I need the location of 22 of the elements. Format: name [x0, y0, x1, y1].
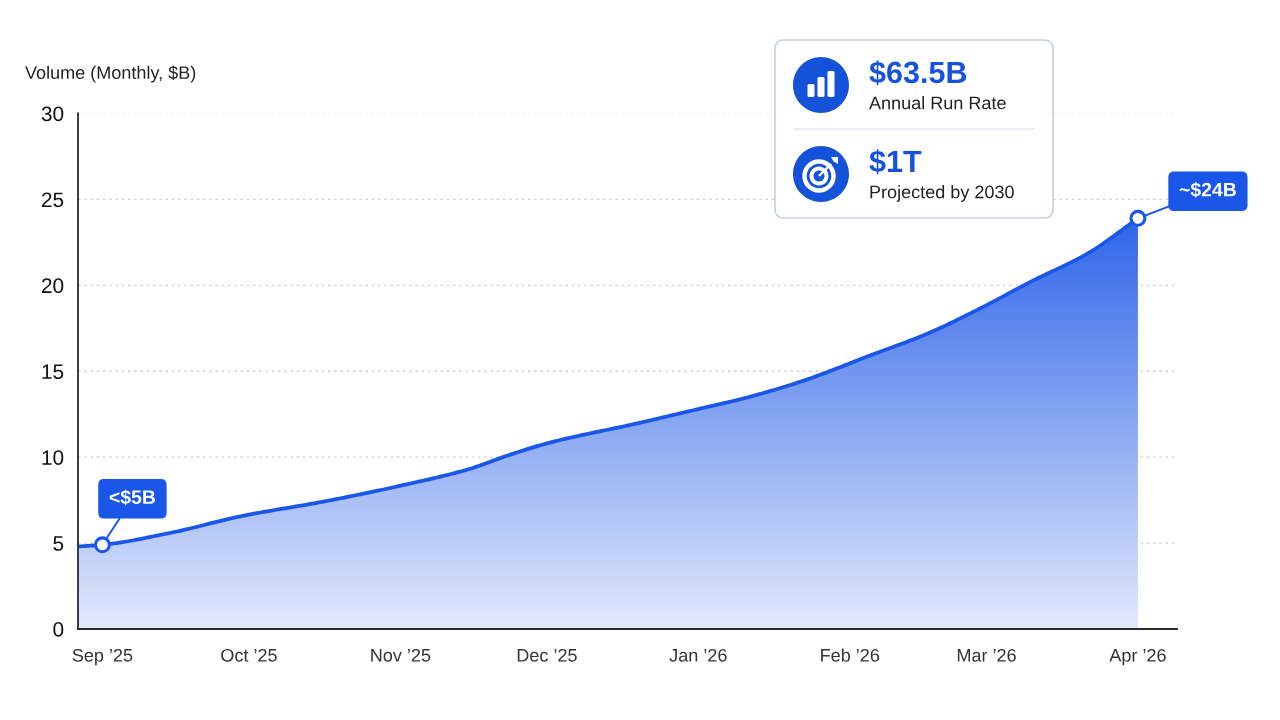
x-tick-label: Sep ’25	[72, 648, 133, 666]
y-tick-label: 30	[41, 106, 64, 122]
y-tick-label: 25	[41, 192, 64, 208]
y-tick-label: 15	[42, 364, 64, 379]
x-tick-label: Dec ’25	[517, 648, 577, 662]
x-tick-label: Nov ’25	[371, 648, 431, 662]
y-tick-label: 10	[42, 450, 64, 465]
annotation: $1T	[869, 149, 922, 175]
y-tick-label: 5	[53, 536, 64, 551]
text: $63.5B	[869, 60, 967, 86]
text: Annual Run Rate	[869, 96, 1006, 110]
x-tick-label: Feb ’26	[821, 648, 880, 662]
annotation: <$5B	[109, 489, 156, 506]
annotation: ~$24B	[1179, 181, 1236, 198]
x-tick-label: Mar ’26	[957, 648, 1016, 662]
x-tick-label: Apr ’26	[1109, 648, 1166, 666]
y-tick-label: 0	[53, 622, 64, 637]
x-tick-label: Oct ’25	[221, 648, 277, 662]
annotation: Projected by 2030	[870, 185, 1014, 202]
y-axis-title: Volume (Monthly, $B)	[25, 65, 196, 83]
x-tick-label: Jan ’26	[669, 648, 727, 662]
y-tick-label: 20	[41, 278, 64, 294]
